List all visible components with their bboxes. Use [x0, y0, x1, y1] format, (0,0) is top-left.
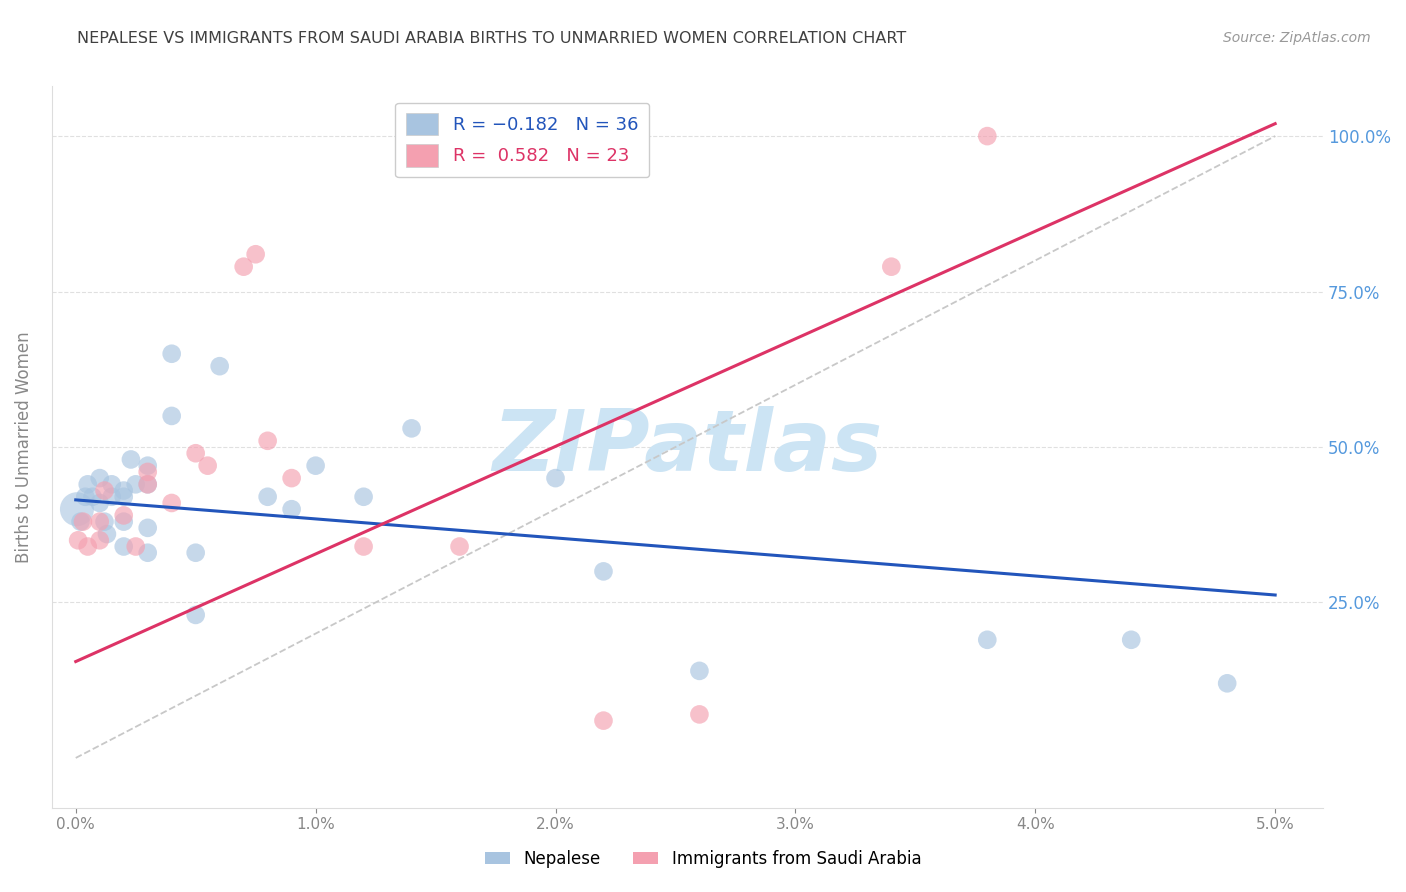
Point: [280, 502, 302, 516]
Point: [401, 421, 423, 435]
Point: [67, 533, 90, 548]
Point: [353, 540, 375, 554]
Point: [353, 490, 375, 504]
Point: [120, 452, 142, 467]
Point: [184, 607, 207, 622]
Text: ZIPatlas: ZIPatlas: [492, 406, 883, 489]
Point: [125, 477, 148, 491]
Point: [256, 490, 278, 504]
Point: [89, 496, 111, 510]
Point: [976, 129, 998, 144]
Point: [72, 515, 94, 529]
Point: [112, 508, 135, 523]
Point: [592, 565, 614, 579]
Point: [136, 521, 159, 535]
Point: [75, 490, 97, 504]
Y-axis label: Births to Unmarried Women: Births to Unmarried Women: [15, 331, 32, 563]
Point: [76, 540, 98, 554]
Point: [112, 490, 135, 504]
Point: [592, 714, 614, 728]
Point: [688, 664, 710, 678]
Point: [232, 260, 254, 274]
Point: [184, 446, 207, 460]
Point: [93, 483, 115, 498]
Legend: Nepalese, Immigrants from Saudi Arabia: Nepalese, Immigrants from Saudi Arabia: [478, 844, 928, 875]
Point: [688, 707, 710, 722]
Point: [160, 409, 183, 423]
Point: [136, 546, 159, 560]
Point: [112, 515, 135, 529]
Point: [136, 465, 159, 479]
Point: [136, 458, 159, 473]
Point: [184, 546, 207, 560]
Point: [449, 540, 471, 554]
Point: [82, 490, 104, 504]
Point: [136, 477, 159, 491]
Point: [160, 496, 183, 510]
Point: [880, 260, 903, 274]
Point: [76, 477, 98, 491]
Point: [245, 247, 267, 261]
Point: [100, 490, 122, 504]
Point: [100, 477, 122, 491]
Point: [125, 540, 148, 554]
Point: [89, 515, 111, 529]
Point: [112, 483, 135, 498]
Legend: R = −0.182   N = 36, R =  0.582   N = 23: R = −0.182 N = 36, R = 0.582 N = 23: [395, 103, 650, 178]
Point: [93, 515, 115, 529]
Point: [280, 471, 302, 485]
Text: Source: ZipAtlas.com: Source: ZipAtlas.com: [1223, 31, 1371, 45]
Text: NEPALESE VS IMMIGRANTS FROM SAUDI ARABIA BIRTHS TO UNMARRIED WOMEN CORRELATION C: NEPALESE VS IMMIGRANTS FROM SAUDI ARABIA…: [77, 31, 907, 46]
Point: [256, 434, 278, 448]
Point: [197, 458, 219, 473]
Point: [304, 458, 326, 473]
Point: [976, 632, 998, 647]
Point: [69, 515, 91, 529]
Point: [160, 347, 183, 361]
Point: [1216, 676, 1239, 690]
Point: [89, 533, 111, 548]
Point: [112, 540, 135, 554]
Point: [208, 359, 231, 374]
Point: [544, 471, 567, 485]
Point: [136, 477, 159, 491]
Point: [1121, 632, 1143, 647]
Point: [96, 527, 118, 541]
Point: [89, 471, 111, 485]
Point: [66, 502, 89, 516]
